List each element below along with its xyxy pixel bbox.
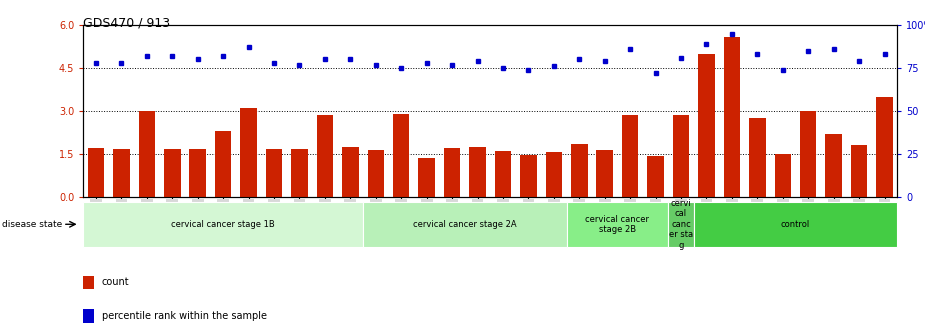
Bar <box>723 37 740 197</box>
Bar <box>571 144 587 197</box>
Bar <box>215 131 231 197</box>
Bar <box>749 118 766 197</box>
Bar <box>851 145 868 197</box>
Bar <box>520 155 536 197</box>
Text: percentile rank within the sample: percentile rank within the sample <box>102 311 266 321</box>
Bar <box>774 154 791 197</box>
Text: cervical cancer stage 2A: cervical cancer stage 2A <box>413 220 517 229</box>
Bar <box>622 115 638 197</box>
Bar <box>139 111 155 197</box>
Text: cervical cancer
stage 2B: cervical cancer stage 2B <box>586 215 649 234</box>
Bar <box>342 148 359 197</box>
Bar <box>393 114 410 197</box>
Bar <box>367 150 384 197</box>
Bar <box>698 54 715 197</box>
Text: count: count <box>102 277 130 287</box>
Bar <box>265 150 282 197</box>
Bar <box>291 150 308 197</box>
Bar <box>190 150 206 197</box>
Bar <box>495 151 512 197</box>
Bar <box>597 150 613 197</box>
Text: cervical cancer stage 1B: cervical cancer stage 1B <box>171 220 275 229</box>
Bar <box>316 115 333 197</box>
Bar <box>876 97 893 197</box>
Bar <box>825 134 842 197</box>
Bar <box>418 158 435 197</box>
Bar <box>672 115 689 197</box>
Bar <box>800 111 817 197</box>
Bar <box>546 152 562 197</box>
Text: GDS470 / 913: GDS470 / 913 <box>83 17 170 30</box>
Bar <box>88 148 105 197</box>
Bar <box>444 148 461 197</box>
Bar <box>648 156 664 197</box>
Bar <box>240 108 257 197</box>
Bar <box>469 148 486 197</box>
Bar <box>113 150 130 197</box>
Text: disease state: disease state <box>2 220 62 229</box>
Bar <box>164 150 180 197</box>
Text: control: control <box>781 220 810 229</box>
Text: cervi
cal
canc
er sta
g: cervi cal canc er sta g <box>669 199 693 250</box>
